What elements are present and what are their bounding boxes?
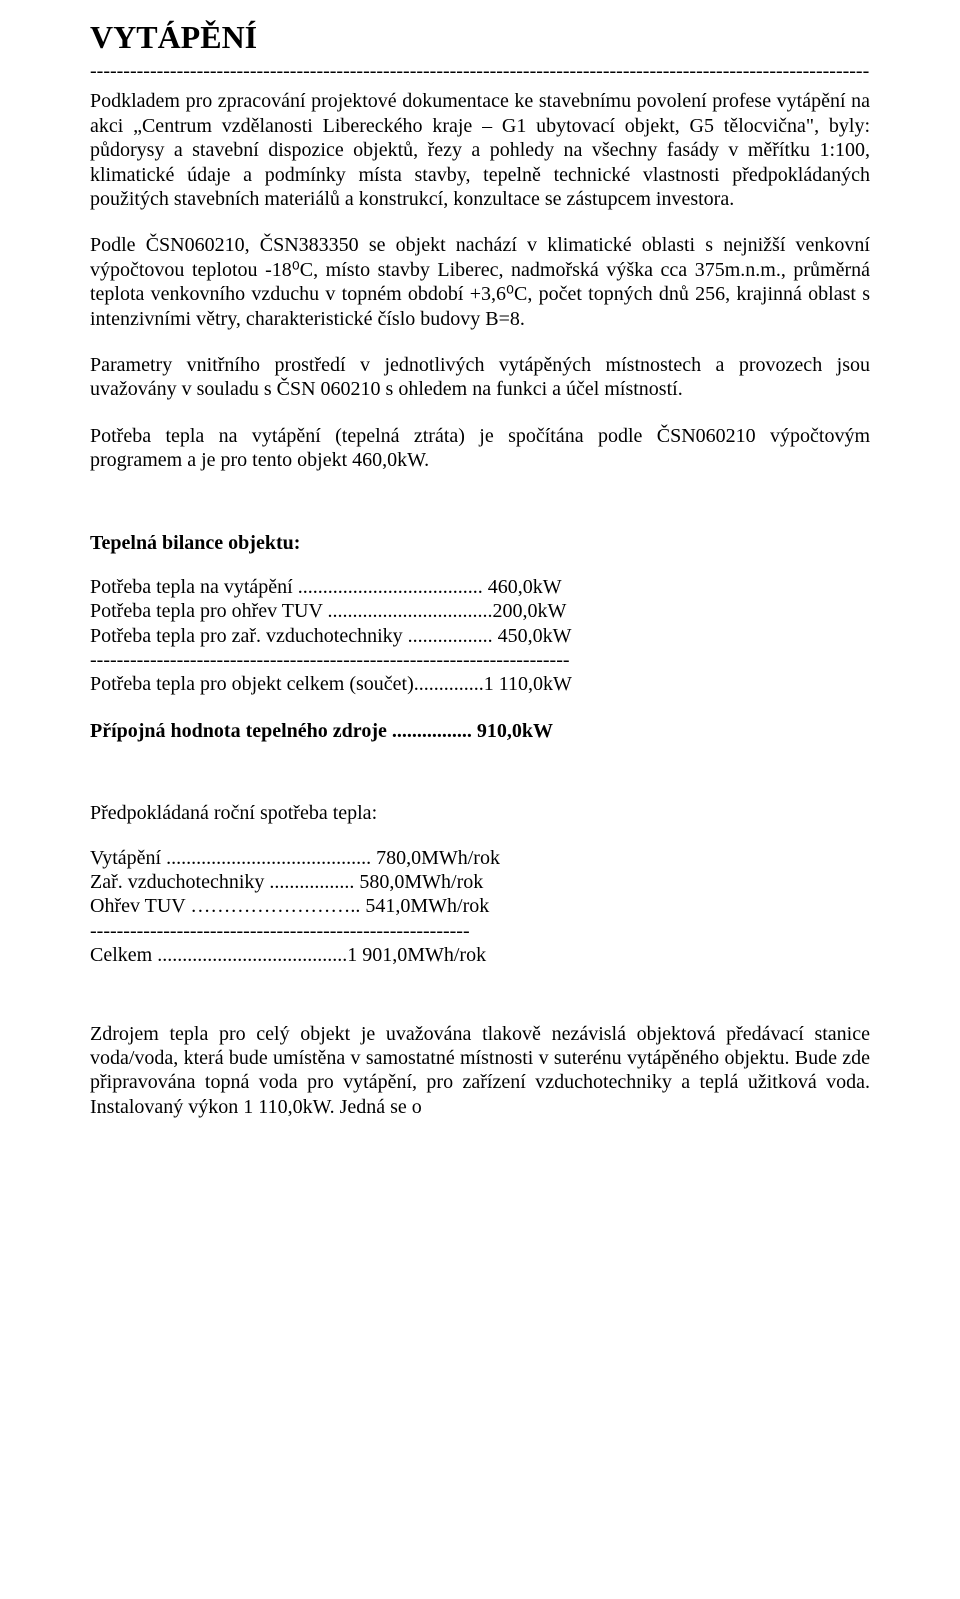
rocni-block: Vytápění ...............................… [90,846,870,968]
paragraph-5: Zdrojem tepla pro celý objekt je uvažová… [90,1022,870,1120]
bilance-row-2: Potřeba tepla pro ohřev TUV ............… [90,599,870,623]
bilance-separator: ----------------------------------------… [90,648,870,672]
title-separator: ----------------------------------------… [90,59,870,83]
rocni-row-1: Vytápění ...............................… [90,846,870,870]
paragraph-3: Parametry vnitřního prostředí v jednotli… [90,353,870,402]
document-title: VYTÁPĚNÍ [90,18,870,57]
rocni-row-total: Celkem .................................… [90,943,870,967]
pripojna-line: Přípojná hodnota tepelného zdroje ......… [90,719,870,743]
bilance-block: Potřeba tepla na vytápění ..............… [90,575,870,697]
rocni-separator: ----------------------------------------… [90,919,870,943]
bilance-row-1: Potřeba tepla na vytápění ..............… [90,575,870,599]
heading-rocni: Předpokládaná roční spotřeba tepla: [90,801,870,825]
bilance-row-3: Potřeba tepla pro zař. vzduchotechniky .… [90,624,870,648]
heading-bilance: Tepelná bilance objektu: [90,531,870,555]
document-page: VYTÁPĚNÍ -------------------------------… [0,0,960,1159]
paragraph-2: Podle ČSN060210, ČSN383350 se objekt nac… [90,233,870,331]
paragraph-1: Podkladem pro zpracování projektové doku… [90,89,870,211]
bilance-row-total: Potřeba tepla pro objekt celkem (součet)… [90,672,870,696]
paragraph-4: Potřeba tepla na vytápění (tepelná ztrát… [90,424,870,473]
rocni-row-3: Ohřev TUV …………………….. 541,0MWh/rok [90,894,870,918]
rocni-row-2: Zař. vzduchotechniky ................. 5… [90,870,870,894]
